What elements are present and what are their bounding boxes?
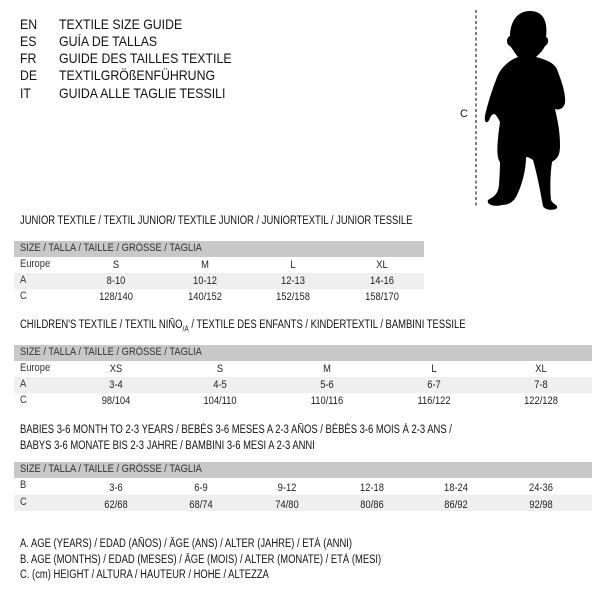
- babies-heading-line2: BABYS 3-6 MONATE BIS 2-3 JAHRE / BAMBINI…: [20, 440, 315, 452]
- height-measure-label: C: [460, 108, 468, 120]
- lang-code-es: ES: [20, 33, 37, 49]
- junior-heading: JUNIOR TEXTILE / TEXTIL JUNIOR/ TEXTILE …: [20, 215, 413, 227]
- lang-code-en: EN: [20, 16, 38, 32]
- heading-text: / TEXTILE DES ENFANTS / KINDERTEXTIL / B…: [188, 319, 466, 331]
- table-cell: 68/74: [189, 499, 213, 511]
- babies-heading-line1: BABIES 3-6 MONTH TO 2-3 YEARS / BEBÉS 3-…: [20, 424, 452, 436]
- row-label: C: [20, 394, 27, 406]
- table-cell: 12-13: [281, 275, 305, 287]
- table-cell: 104/110: [203, 395, 237, 407]
- table-cell: 128/140: [99, 291, 133, 303]
- table-cell: 122/128: [524, 395, 558, 407]
- lang-title-it: GUIDA ALLE TAGLIE TESSILI: [59, 85, 226, 101]
- row-label: Europe: [20, 258, 51, 270]
- table-header: SIZE / TALLA / TAILLE / GRÖSSE / TAGLIA: [20, 242, 202, 254]
- table-cell: S: [112, 259, 120, 271]
- table-row: C 98/104 104/110 110/116 116/122 122/128: [14, 393, 592, 409]
- lang-code-it: IT: [20, 85, 31, 101]
- junior-size-table: SIZE / TALLA / TAILLE / GRÖSSE / TAGLIA …: [14, 241, 424, 305]
- table-header-row: SIZE / TALLA / TAILLE / GRÖSSE / TAGLIA: [14, 241, 424, 257]
- table-cell: 5-6: [320, 379, 334, 391]
- table-cell: 74/80: [275, 499, 299, 511]
- lang-code-fr: FR: [20, 50, 37, 66]
- table-cell: XL: [376, 259, 388, 271]
- table-cell: 6-7: [427, 379, 441, 391]
- legend-b: B. AGE (MONTHS) / EDAD (MESES) / ÂGE (MO…: [20, 554, 382, 566]
- table-cell: 6-9: [194, 482, 208, 494]
- table-cell: L: [431, 363, 437, 375]
- table-cell: 86/92: [444, 499, 468, 511]
- lang-title-en: TEXTILE SIZE GUIDE: [59, 16, 183, 32]
- table-cell: XS: [109, 363, 123, 375]
- table-cell: 4-5: [213, 379, 227, 391]
- legend-a: A. AGE (YEARS) / EDAD (AÑOS) / ÂGE (ANS)…: [20, 538, 353, 550]
- child-silhouette-figure: [475, 10, 566, 210]
- children-size-table: SIZE / TALLA / TAILLE / GRÖSSE / TAGLIA …: [14, 345, 592, 409]
- table-cell: 158/170: [365, 291, 399, 303]
- table-row: C 62/68 68/74 74/80 80/86 86/92 92/98: [14, 495, 592, 511]
- table-cell: 24-36: [529, 482, 553, 494]
- table-cell: 12-18: [360, 482, 384, 494]
- table-row: Europe XS S M L XL: [14, 361, 592, 377]
- row-label: A: [20, 378, 27, 390]
- table-cell: S: [216, 363, 224, 375]
- table-cell: 92/98: [529, 499, 553, 511]
- row-label: C: [20, 290, 27, 302]
- table-cell: 140/152: [188, 291, 222, 303]
- lang-title-es: GUÍA DE TALLAS: [59, 33, 158, 49]
- lang-title-fr: GUIDE DES TAILLES TEXTILE: [59, 50, 232, 66]
- table-cell: 98/104: [101, 395, 131, 407]
- table-cell: 9-12: [277, 482, 297, 494]
- table-cell: 8-10: [106, 275, 126, 287]
- table-cell: M: [323, 363, 331, 375]
- table-header: SIZE / TALLA / TAILLE / GRÖSSE / TAGLIA: [20, 463, 202, 475]
- legend-c: C. (cm) HEIGHT / ALTURA / HAUTEUR / HÖHE…: [20, 569, 269, 581]
- table-cell: 62/68: [104, 499, 128, 511]
- table-cell: 3-4: [109, 379, 123, 391]
- babies-size-table: SIZE / TALLA / TAILLE / GRÖSSE / TAGLIA …: [14, 462, 592, 511]
- lang-title-de: TEXTILGRÖßENFÜHRUNG: [59, 67, 216, 83]
- table-row: Europe S M L XL: [14, 257, 424, 273]
- table-row: C 128/140 140/152 152/158 158/170: [14, 289, 424, 305]
- heading-subscript: /A: [182, 324, 189, 334]
- table-cell: 116/122: [417, 395, 451, 407]
- table-cell: 3-6: [109, 482, 123, 494]
- table-cell: M: [201, 259, 209, 271]
- children-heading: CHILDREN'S TEXTILE / TEXTIL NIÑO/A / TEX…: [20, 319, 466, 333]
- table-cell: 7-8: [534, 379, 548, 391]
- row-label: Europe: [20, 362, 51, 374]
- lang-code-de: DE: [20, 67, 38, 83]
- table-header: SIZE / TALLA / TAILLE / GRÖSSE / TAGLIA: [20, 346, 202, 358]
- table-row: A 3-4 4-5 5-6 6-7 7-8: [14, 377, 592, 393]
- table-row: B 3-6 6-9 9-12 12-18 18-24 24-36: [14, 478, 592, 495]
- table-header-row: SIZE / TALLA / TAILLE / GRÖSSE / TAGLIA: [14, 462, 592, 478]
- row-label: A: [20, 274, 27, 286]
- table-cell: 110/116: [310, 395, 344, 407]
- heading-text: CHILDREN'S TEXTILE / TEXTIL NIÑO: [20, 319, 183, 331]
- child-silhouette-icon: [484, 11, 566, 210]
- table-cell: L: [290, 259, 296, 271]
- table-cell: 152/158: [276, 291, 310, 303]
- table-header-row: SIZE / TALLA / TAILLE / GRÖSSE / TAGLIA: [14, 345, 592, 361]
- table-cell: XL: [535, 363, 547, 375]
- table-row: A 8-10 10-12 12-13 14-16: [14, 273, 424, 289]
- table-cell: 18-24: [444, 482, 468, 494]
- table-cell: 10-12: [193, 275, 217, 287]
- table-cell: 80/86: [360, 499, 384, 511]
- table-cell: 14-16: [370, 275, 394, 287]
- row-label: C: [20, 496, 27, 508]
- row-label: B: [20, 479, 27, 491]
